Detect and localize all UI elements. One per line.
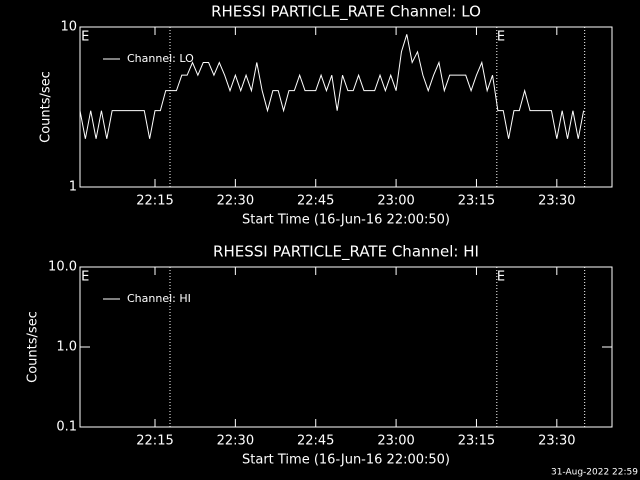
- x-tick-label: 22:45: [297, 434, 334, 449]
- x-tick-label: 23:15: [458, 194, 495, 209]
- y-tick-label: 1.0: [56, 340, 77, 355]
- x-tick-label: 22:30: [217, 434, 254, 449]
- chart-title: RHESSI PARTICLE_RATE Channel: LO: [211, 3, 481, 22]
- annotation: E: [497, 270, 505, 285]
- annotation: E: [81, 270, 89, 285]
- y-axis-title: Counts/sec: [39, 71, 54, 143]
- chart-title: RHESSI PARTICLE_RATE Channel: HI: [213, 243, 479, 262]
- plot-frame: [79, 26, 613, 188]
- legend-label: Channel: LO: [127, 52, 194, 65]
- data-line: [79, 34, 585, 139]
- legend-label: Channel: HI: [127, 292, 191, 305]
- x-tick-label: 22:15: [136, 194, 173, 209]
- y-tick-label: 10.0: [48, 260, 77, 275]
- x-axis-title: Start Time (16-Jun-16 22:00:50): [242, 453, 450, 468]
- x-tick-label: 23:00: [377, 434, 414, 449]
- x-axis-title: Start Time (16-Jun-16 22:00:50): [242, 213, 450, 228]
- annotation: E: [81, 30, 89, 45]
- x-tick-label: 22:30: [217, 194, 254, 209]
- y-tick-label: 1: [69, 180, 77, 195]
- y-tick-label: 10: [60, 20, 77, 35]
- x-tick-label: 23:30: [538, 194, 575, 209]
- x-tick-label: 23:30: [538, 434, 575, 449]
- footer: 31-Aug-2022 22:59: [551, 468, 638, 478]
- x-tick-label: 23:00: [377, 194, 414, 209]
- x-tick-label: 22:15: [136, 434, 173, 449]
- plot-frame: [79, 266, 613, 428]
- x-tick-label: 23:15: [458, 434, 495, 449]
- x-tick-label: 22:45: [297, 194, 334, 209]
- y-axis-title: Counts/sec: [26, 311, 41, 383]
- annotation: E: [497, 30, 505, 45]
- y-tick-label: 0.1: [56, 420, 77, 435]
